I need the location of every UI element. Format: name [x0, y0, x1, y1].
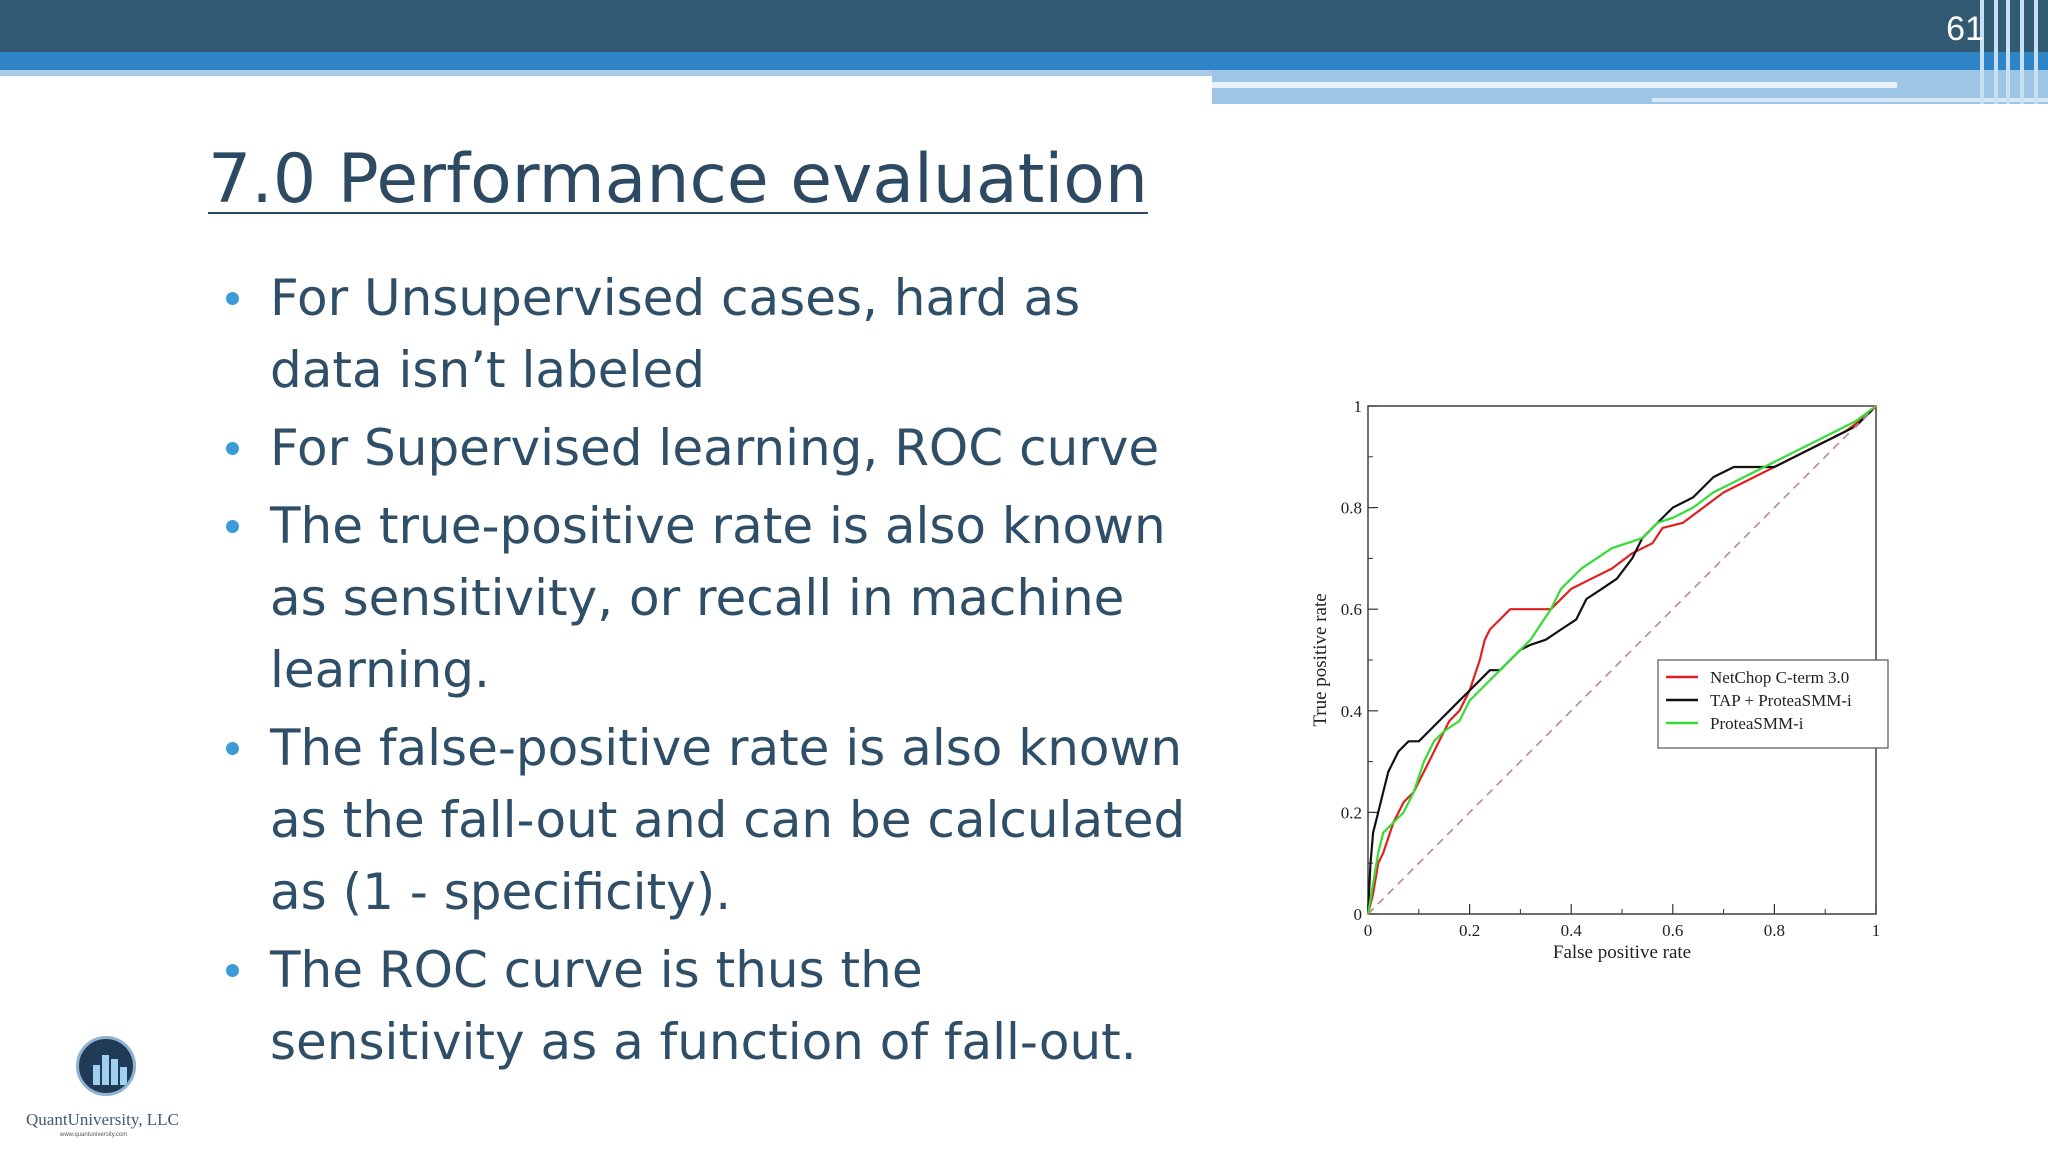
- y-axis-label: True positive rate: [1310, 593, 1331, 726]
- bullet-item: The false-positive rate is also known as…: [226, 712, 1186, 928]
- y-tick-label: 0: [1354, 905, 1363, 924]
- legend-label: NetChop C-term 3.0: [1710, 668, 1849, 687]
- legend-label: TAP + ProteaSMM-i: [1710, 691, 1852, 710]
- y-tick-label: 0.4: [1341, 702, 1363, 721]
- bullet-item: For Unsupervised cases, hard as data isn…: [226, 262, 1186, 406]
- title-bar-dark: [0, 0, 2048, 52]
- bullet-text: The false-positive rate is also known as…: [270, 719, 1186, 921]
- x-tick-label: 0: [1364, 921, 1373, 940]
- corner-stripe: [1994, 0, 1998, 104]
- bullet-dot-icon: [226, 292, 239, 305]
- roc-chart: 0 0.2 0.4 0.6 0.8 1 0 0.2 0.4 0.6 0.8 1 False positi…: [1300, 390, 1900, 990]
- y-tick-label: 0.2: [1341, 803, 1362, 822]
- x-tick-label: 0.6: [1662, 921, 1683, 940]
- slide-title: 7.0 Performance evaluation: [208, 140, 1148, 219]
- x-tick-label: 0.4: [1561, 921, 1583, 940]
- company-url: www.quantuniversity.com: [60, 1132, 128, 1138]
- legend-box: [1657, 659, 1889, 749]
- title-bar-right-line: [1212, 82, 1897, 88]
- bullet-item: For Supervised learning, ROC curve: [226, 412, 1186, 484]
- bullet-dot-icon: [226, 964, 239, 977]
- x-axis-label: False positive rate: [1553, 942, 1691, 963]
- corner-stripe: [2006, 0, 2010, 104]
- legend-label: ProteaSMM-i: [1710, 714, 1804, 733]
- building-logo-icon: [76, 1036, 136, 1096]
- y-tick-label: 0.6: [1341, 600, 1362, 619]
- title-bar-right-line-secondary: [1652, 98, 2048, 102]
- bullet-text: For Unsupervised cases, hard as data isn…: [270, 269, 1081, 399]
- roc-chart-svg: 0 0.2 0.4 0.6 0.8 1 0 0.2 0.4 0.6 0.8 1 False positi…: [1310, 397, 1889, 963]
- diagonal-reference-line: [1367, 405, 1877, 915]
- series-line-1: [1366, 405, 1877, 915]
- slide-page-number: 61: [1946, 10, 1984, 48]
- bullet-list: For Unsupervised cases, hard as data isn…: [226, 262, 1186, 1084]
- y-tick-label: 1: [1354, 397, 1363, 416]
- title-bar-blue: [0, 52, 2048, 70]
- bullet-dot-icon: [226, 742, 239, 755]
- x-tick-label: 0.8: [1764, 921, 1785, 940]
- bullet-dot-icon: [226, 442, 239, 455]
- corner-stripe: [2034, 0, 2038, 104]
- bullet-item: The ROC curve is thus the sensitivity as…: [226, 934, 1186, 1078]
- corner-stripe: [2020, 0, 2024, 104]
- x-tick-label: 0.2: [1459, 921, 1480, 940]
- x-tick-label: 1: [1872, 921, 1881, 940]
- bullet-item: The true-positive rate is also known as …: [226, 490, 1186, 706]
- bullet-dot-icon: [226, 520, 239, 533]
- company-logo: QuantUniversity, LLC www.quantuniversity…: [20, 1036, 200, 1146]
- title-bar-light-line: [0, 70, 1212, 76]
- corner-stripe: [1980, 0, 1984, 104]
- company-name: QuantUniversity, LLC: [26, 1110, 179, 1129]
- series-line-2: [1366, 405, 1877, 915]
- bullet-text: For Supervised learning, ROC curve: [270, 419, 1160, 477]
- bullet-text: The true-positive rate is also known as …: [270, 497, 1166, 699]
- y-tick-label: 0.8: [1341, 499, 1362, 518]
- bullet-text: The ROC curve is thus the sensitivity as…: [270, 941, 1137, 1071]
